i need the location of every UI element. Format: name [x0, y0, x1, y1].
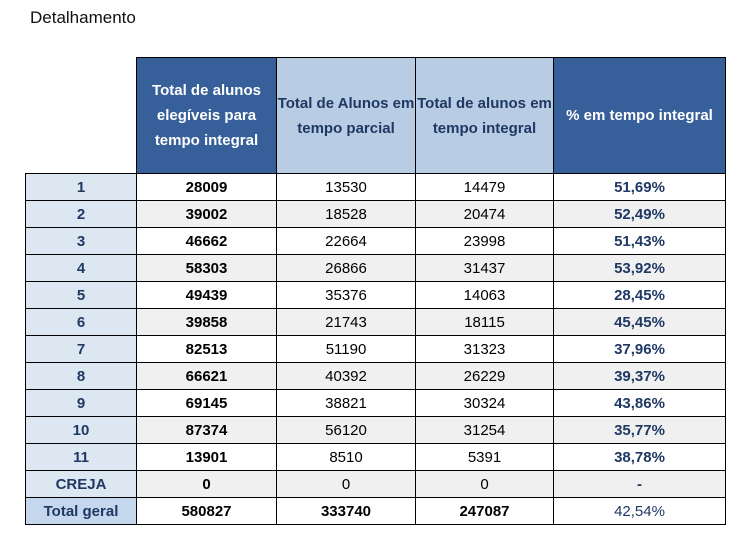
- row-label: 5: [25, 281, 137, 309]
- table-row: 7 82513 51190 31323 37,96%: [25, 335, 726, 363]
- total-eligible-cell: 580827: [136, 497, 277, 525]
- table-row: 9 69145 38821 30324 43,86%: [25, 389, 726, 417]
- eligible-cell: 49439: [136, 281, 277, 309]
- percent-cell: 51,69%: [553, 173, 726, 201]
- eligible-cell: 69145: [136, 389, 277, 417]
- table-row: 3 46662 22664 23998 51,43%: [25, 227, 726, 255]
- partial-cell: 38821: [276, 389, 416, 417]
- table-row: 8 66621 40392 26229 39,37%: [25, 362, 726, 390]
- table-row: 6 39858 21743 18115 45,45%: [25, 308, 726, 336]
- row-label: 6: [25, 308, 137, 336]
- header-integral: Total de alunos em tempo integral: [415, 57, 554, 174]
- percent-cell: 52,49%: [553, 200, 726, 228]
- partial-cell: 18528: [276, 200, 416, 228]
- integral-cell: 26229: [415, 362, 554, 390]
- eligible-cell: 87374: [136, 416, 277, 444]
- partial-cell: 35376: [276, 281, 416, 309]
- row-label: 9: [25, 389, 137, 417]
- eligible-cell: 39858: [136, 308, 277, 336]
- eligible-cell: 82513: [136, 335, 277, 363]
- row-label: 8: [25, 362, 137, 390]
- integral-cell: 5391: [415, 443, 554, 471]
- partial-cell: 40392: [276, 362, 416, 390]
- table-row: CREJA 0 0 0-: [25, 470, 726, 498]
- partial-cell: 0: [276, 470, 416, 498]
- row-label: 4: [25, 254, 137, 282]
- header-blank: [25, 57, 137, 174]
- row-label: CREJA: [25, 470, 137, 498]
- eligible-cell: 58303: [136, 254, 277, 282]
- eligible-cell: 66621: [136, 362, 277, 390]
- row-label: 1: [25, 173, 137, 201]
- table-row: 1 28009 13530 14479 51,69%: [25, 173, 726, 201]
- integral-cell: 31437: [415, 254, 554, 282]
- total-partial-cell: 333740: [276, 497, 416, 525]
- header-row: Total de alunos elegíveis para tempo int…: [25, 57, 726, 174]
- detail-table: Total de alunos elegíveis para tempo int…: [25, 57, 726, 525]
- percent-cell: 35,77%: [553, 416, 726, 444]
- partial-cell: 56120: [276, 416, 416, 444]
- integral-cell: 0: [415, 470, 554, 498]
- integral-cell: 31323: [415, 335, 554, 363]
- partial-cell: 22664: [276, 227, 416, 255]
- table-row: 2 39002 18528 20474 52,49%: [25, 200, 726, 228]
- partial-cell: 8510: [276, 443, 416, 471]
- table-row: 4 58303 26866 31437 53,92%: [25, 254, 726, 282]
- percent-cell: 53,92%: [553, 254, 726, 282]
- total-integral-cell: 247087: [415, 497, 554, 525]
- row-label: 3: [25, 227, 137, 255]
- partial-cell: 13530: [276, 173, 416, 201]
- eligible-cell: 0: [136, 470, 277, 498]
- table-row: 10 87374 56120 31254 35,77%: [25, 416, 726, 444]
- percent-cell: 39,37%: [553, 362, 726, 390]
- header-eligible: Total de alunos elegíveis para tempo int…: [136, 57, 277, 174]
- header-percent: % em tempo integral: [553, 57, 726, 174]
- total-row: Total geral 580827 333740 247087 42,54%: [25, 497, 726, 525]
- eligible-cell: 28009: [136, 173, 277, 201]
- percent-cell: -: [553, 470, 726, 498]
- table-row: 5 49439 35376 14063 28,45%: [25, 281, 726, 309]
- partial-cell: 21743: [276, 308, 416, 336]
- percent-cell: 45,45%: [553, 308, 726, 336]
- integral-cell: 31254: [415, 416, 554, 444]
- page-title: Detalhamento: [30, 8, 136, 27]
- total-row-label: Total geral: [25, 497, 137, 525]
- integral-cell: 18115: [415, 308, 554, 336]
- header-partial: Total de Alunos em tempo parcial: [276, 57, 416, 174]
- eligible-cell: 46662: [136, 227, 277, 255]
- eligible-cell: 39002: [136, 200, 277, 228]
- integral-cell: 14479: [415, 173, 554, 201]
- percent-cell: 51,43%: [553, 227, 726, 255]
- partial-cell: 26866: [276, 254, 416, 282]
- row-label: 10: [25, 416, 137, 444]
- integral-cell: 30324: [415, 389, 554, 417]
- total-percent-cell: 42,54%: [553, 497, 726, 525]
- percent-cell: 28,45%: [553, 281, 726, 309]
- table-row: 11 13901 8510 5391 38,78%: [25, 443, 726, 471]
- row-label: 11: [25, 443, 137, 471]
- percent-cell: 38,78%: [553, 443, 726, 471]
- percent-cell: 37,96%: [553, 335, 726, 363]
- integral-cell: 20474: [415, 200, 554, 228]
- integral-cell: 23998: [415, 227, 554, 255]
- partial-cell: 51190: [276, 335, 416, 363]
- row-label: 7: [25, 335, 137, 363]
- percent-cell: 43,86%: [553, 389, 726, 417]
- table-body: 1 28009 13530 14479 51,69% 2 39002 18528 20474 52…: [25, 173, 726, 525]
- row-label: 2: [25, 200, 137, 228]
- eligible-cell: 13901: [136, 443, 277, 471]
- integral-cell: 14063: [415, 281, 554, 309]
